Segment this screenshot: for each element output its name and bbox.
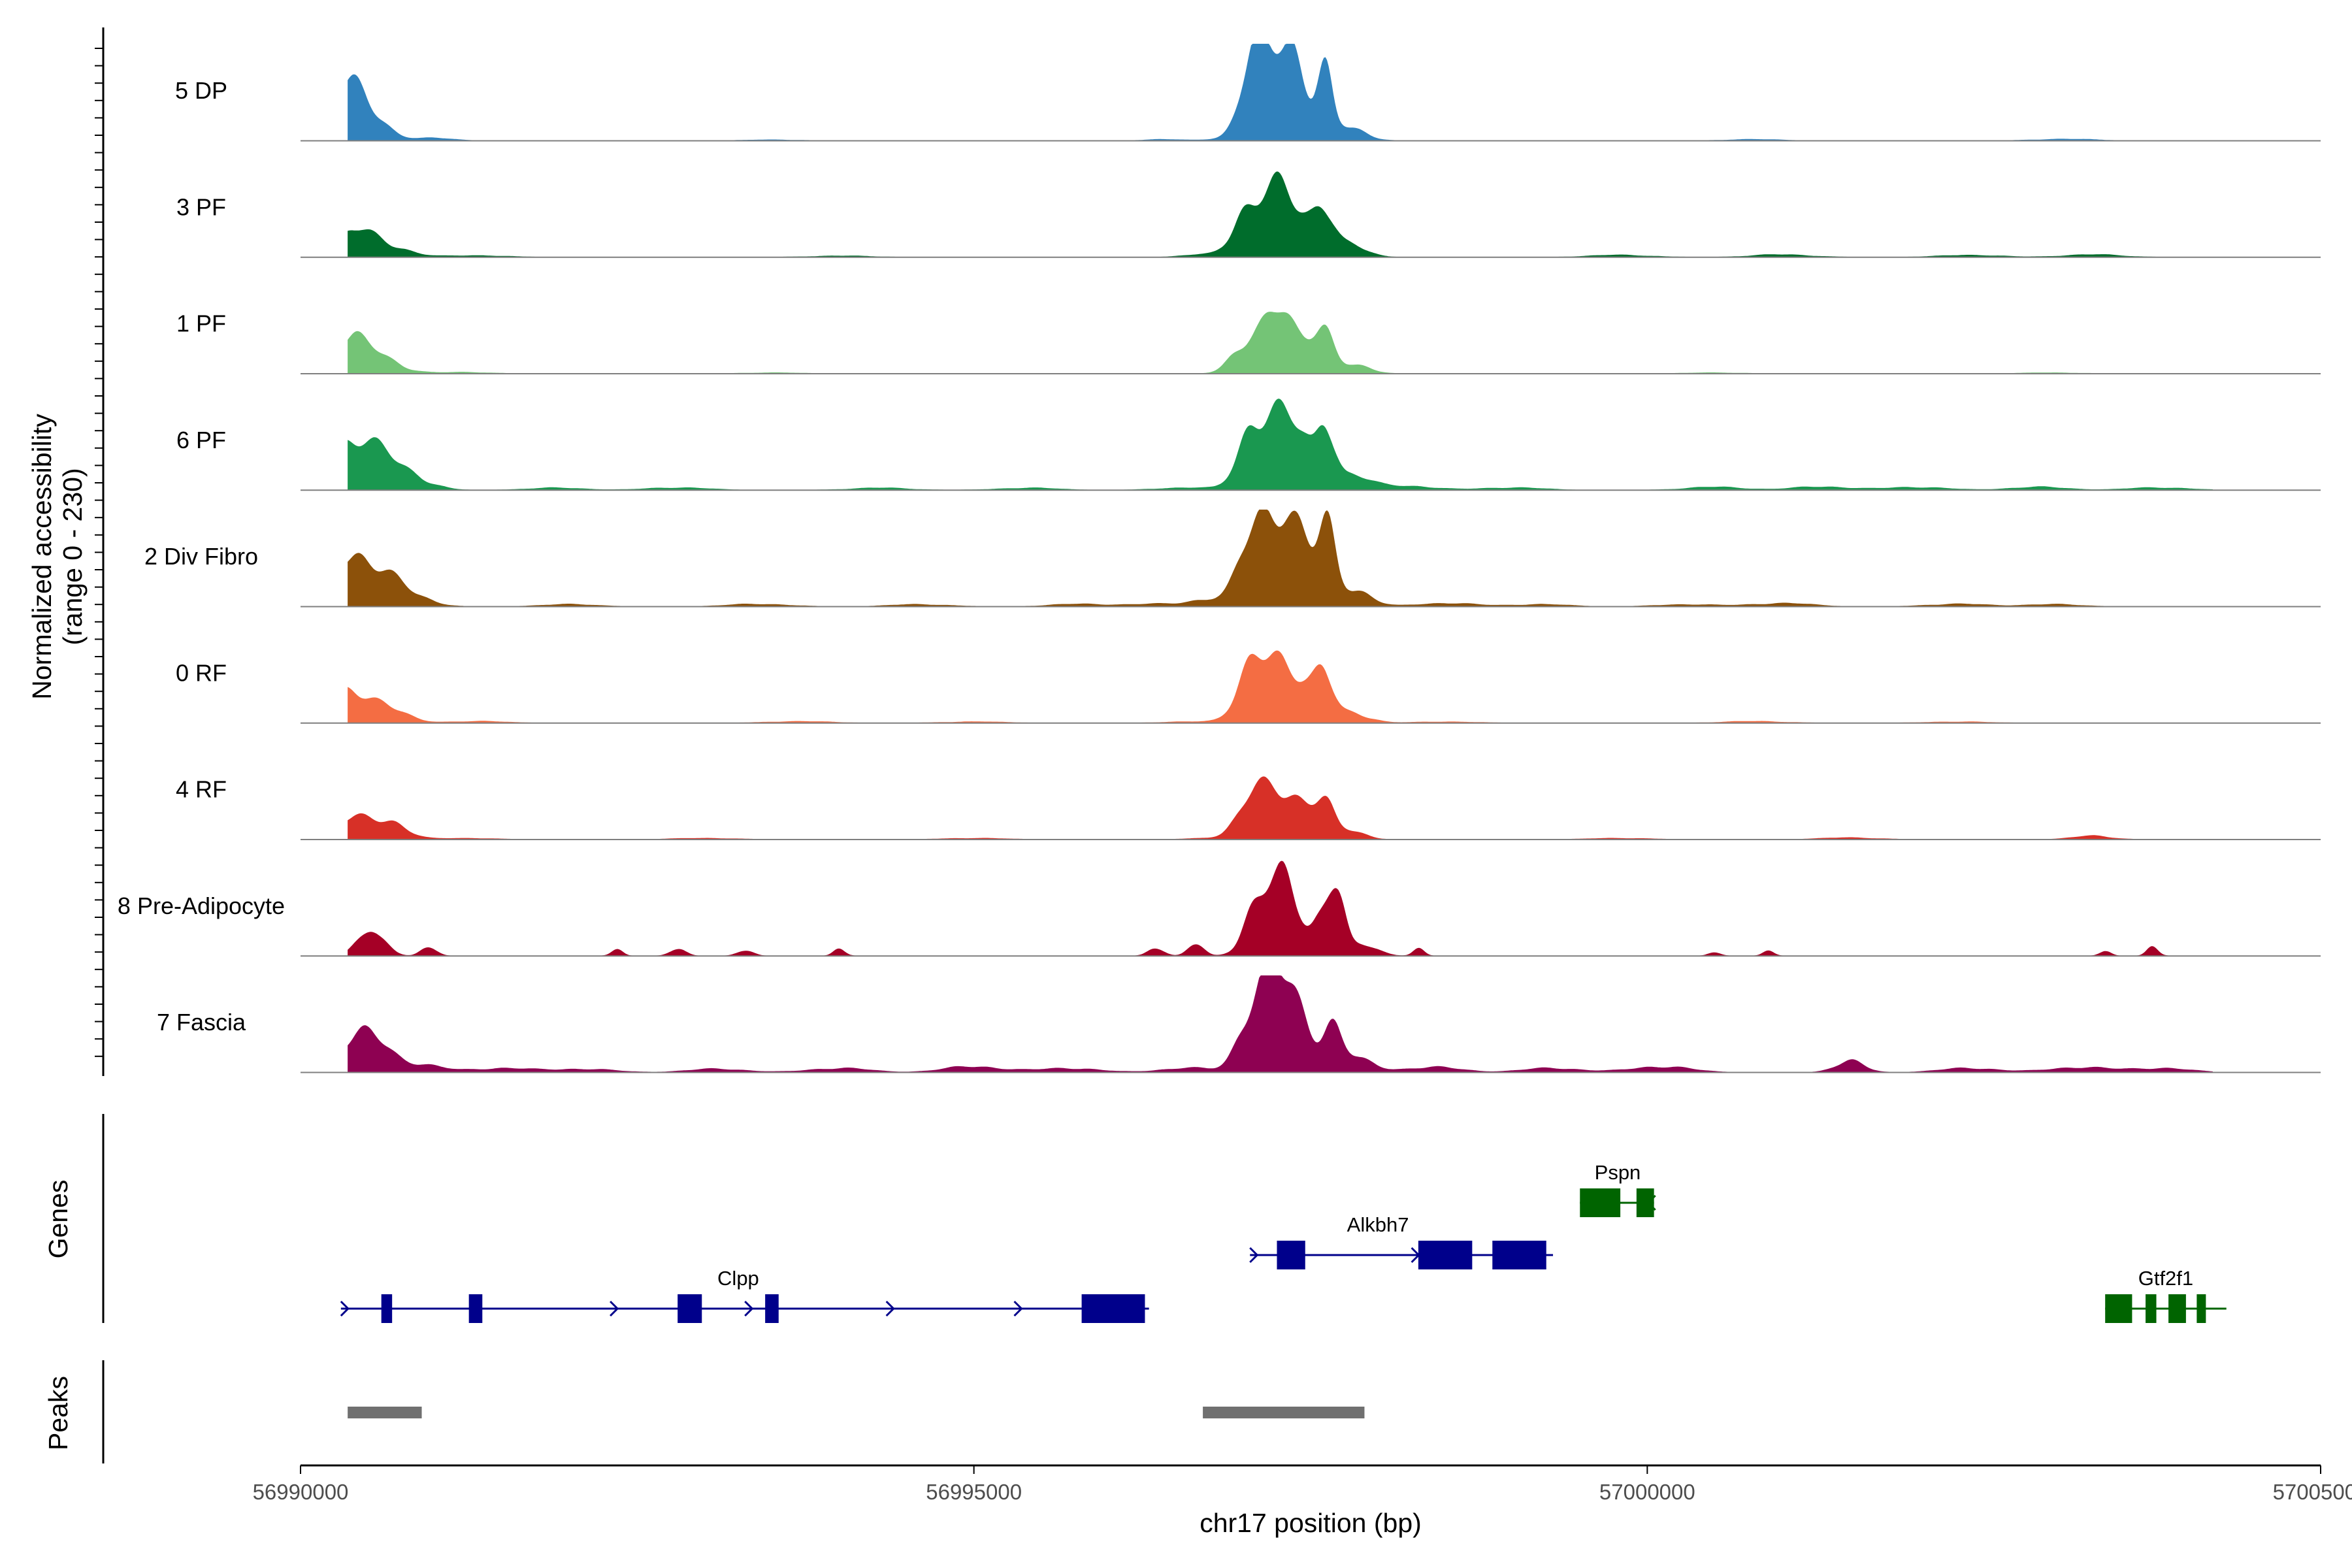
track-8-pre-adipocyte: 8 Pre-Adipocyte [118, 860, 2321, 957]
strand-arrow [1411, 1247, 1420, 1264]
gene-exon [468, 1294, 483, 1323]
y-axis-range: (range 0 - 230) [57, 468, 88, 645]
gene-exon [2146, 1294, 2157, 1323]
coverage-area [348, 171, 2213, 257]
coverage-area [348, 44, 2213, 140]
track-label: 2 Div Fibro [144, 543, 258, 570]
coverage-area [348, 312, 2213, 374]
track-label: 5 DP [175, 77, 227, 104]
strand-arrow [885, 1300, 895, 1317]
peaks-track [102, 1360, 1365, 1463]
gene-exon [2105, 1294, 2132, 1323]
gene-exon [1277, 1241, 1305, 1269]
y-axis-title: Normalized accessibility [27, 414, 57, 700]
track-label: 7 Fascia [157, 1009, 246, 1036]
strand-arrow [610, 1300, 619, 1317]
gene-clpp: Clpp [340, 1267, 1149, 1323]
gene-exon [2168, 1294, 2186, 1323]
track-7-fascia: 7 Fascia [157, 975, 2321, 1073]
coverage-tracks: 5 DP 3 PF 1 PF 6 PF 2 Div Fibro 0 RF 4 RF 8 Pre… [118, 44, 2321, 1073]
gene-exon [1580, 1188, 1621, 1217]
gene-label: Clpp [717, 1267, 759, 1290]
x-axis-title: chr17 position (bp) [1200, 1508, 1422, 1538]
track-label: 3 PF [176, 193, 226, 220]
gene-pspn: Pspn [1580, 1161, 1656, 1217]
strand-arrow [1249, 1247, 1259, 1264]
gene-exon [678, 1294, 702, 1323]
track-label: 0 RF [176, 659, 227, 686]
track-3-pf: 3 PF [176, 171, 2321, 258]
track-6-pf: 6 PF [176, 399, 2321, 491]
strand-arrow [340, 1300, 350, 1317]
x-tick-label: 57005000 [2273, 1480, 2352, 1504]
coverage-y-axis [95, 27, 105, 1076]
gene-gtf2f1: Gtf2f1 [2105, 1267, 2227, 1323]
x-tick-label: 56995000 [926, 1480, 1022, 1504]
coverage-area [348, 399, 2213, 490]
strand-arrow [744, 1300, 754, 1317]
coverage-area [348, 650, 2213, 723]
x-tick-label: 57000000 [1599, 1480, 1695, 1504]
track-2-div-fibro: 2 Div Fibro [144, 510, 2321, 608]
gene-exon [1636, 1188, 1654, 1217]
genes-track-label: Genes [43, 1180, 73, 1259]
gene-exon [381, 1294, 393, 1323]
gene-exon [2197, 1294, 2206, 1323]
gene-alkbh7: Alkbh7 [1249, 1213, 1554, 1269]
track-5-dp: 5 DP [175, 44, 2321, 142]
track-label: 4 RF [176, 776, 227, 803]
track-0-rf: 0 RF [176, 650, 2321, 724]
coverage-area [348, 776, 2213, 840]
gene-exon [1418, 1241, 1473, 1269]
gene-label: Pspn [1595, 1161, 1641, 1184]
track-label: 8 Pre-Adipocyte [118, 892, 285, 919]
gene-exon [765, 1294, 779, 1323]
gene-exon [1492, 1241, 1546, 1269]
strand-arrow [1646, 1194, 1656, 1211]
track-label: 1 PF [176, 310, 226, 337]
peak-region [348, 1407, 422, 1418]
gene-exon [1081, 1294, 1145, 1323]
gene-label: Gtf2f1 [2138, 1267, 2193, 1290]
x-tick-label: 56990000 [253, 1480, 349, 1504]
gene-label: Alkbh7 [1347, 1213, 1409, 1236]
coverage-area [348, 860, 2213, 956]
track-label: 6 PF [176, 427, 226, 453]
track-4-rf: 4 RF [176, 776, 2321, 840]
coverage-area [348, 510, 2213, 606]
genes-track: Clpp Alkbh7 Pspn Gtf2f1 [102, 1114, 2227, 1323]
strand-arrow [1013, 1300, 1023, 1317]
coverage-area [348, 975, 2213, 1072]
peak-region [1203, 1407, 1365, 1418]
x-axis: 56990000 56995000 57000000 57005000 [253, 1464, 2352, 1504]
track-1-pf: 1 PF [176, 310, 2321, 374]
peaks-track-label: Peaks [43, 1376, 73, 1450]
